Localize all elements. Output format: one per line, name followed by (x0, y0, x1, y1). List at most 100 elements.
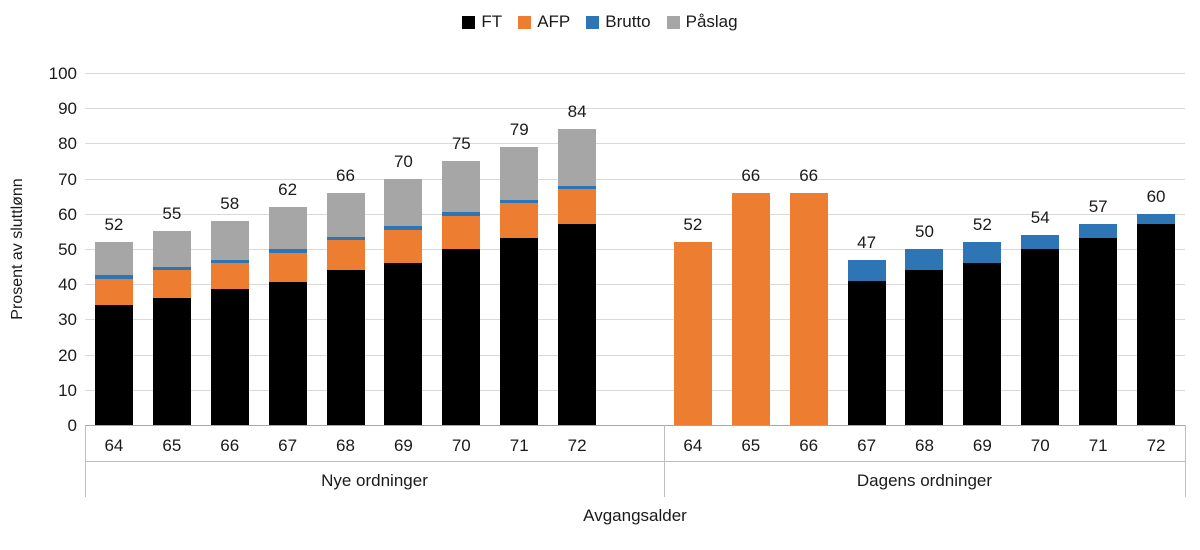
bar-total-label: 47 (857, 232, 877, 252)
y-tick-label: 70 (58, 169, 77, 189)
bar-total-label: 66 (741, 165, 761, 185)
bar-segment-afp (673, 241, 712, 425)
bar-total-label: 54 (1030, 207, 1050, 227)
bar-segment-ft (94, 305, 133, 425)
bar-segment-afp (210, 263, 249, 290)
bar-segment-brutto (558, 185, 597, 190)
bar-segment-ft (847, 280, 886, 425)
bar-total-label: 55 (162, 204, 182, 224)
x-tick-label: 64 (683, 436, 703, 455)
bar-segment-afp (152, 270, 191, 299)
bar-total-label: 52 (683, 214, 703, 234)
group-label-dagens-ordninger: Dagens ordninger (856, 471, 993, 490)
bar-segment-ft (384, 263, 423, 425)
category-axis-divider (85, 461, 1185, 462)
bar-segment-afp (558, 189, 597, 225)
x-tick-label: 66 (799, 436, 819, 455)
bar-segment-påslag (442, 161, 481, 213)
x-axis-line (85, 425, 1185, 426)
x-tick-label: 68 (336, 436, 355, 455)
bar-segment-brutto (963, 241, 1002, 264)
bar-total-label: 60 (1146, 186, 1166, 206)
bar-total-label: 84 (567, 102, 587, 122)
y-tick-label: 0 (67, 416, 77, 435)
gridline-20 (85, 354, 1185, 356)
bar-segment-brutto (210, 259, 249, 264)
legend-swatch-icon (666, 15, 680, 29)
legend: FT AFP Brutto Påslag (0, 12, 1200, 32)
bar-segment-ft (442, 249, 481, 425)
bar-segment-brutto (500, 199, 539, 204)
bar-segment-ft (1021, 249, 1060, 425)
bar-total-label: 66 (799, 165, 819, 185)
bar-total-label: 52 (104, 214, 124, 234)
bar-total-label: 66 (336, 165, 355, 185)
x-tick-label: 65 (741, 436, 761, 455)
x-tick-label: 71 (509, 436, 529, 455)
bar-segment-brutto (326, 236, 365, 241)
bar-segment-ft (905, 270, 944, 425)
bar-segment-påslag (152, 231, 191, 267)
x-tick-label: 72 (1146, 436, 1166, 455)
bar-total-label: 62 (278, 179, 298, 199)
gridline-90 (85, 108, 1185, 110)
bar-segment-påslag (558, 129, 597, 186)
legend-item-ft: FT (462, 12, 502, 32)
bar-segment-afp (500, 203, 539, 239)
x-tick-label: 70 (1030, 436, 1050, 455)
gridline-100 (85, 73, 1185, 74)
bar-segment-brutto (442, 212, 481, 216)
y-tick-label: 100 (48, 64, 77, 83)
y-tick-label: 40 (58, 275, 77, 295)
bar-segment-afp (384, 229, 423, 264)
bar-total-label: 52 (972, 214, 992, 234)
bar-segment-brutto (1079, 224, 1118, 239)
bar-segment-ft (500, 238, 539, 425)
bar-segment-ft (1079, 238, 1118, 425)
bar-segment-brutto (1137, 213, 1176, 225)
bar-segment-afp (326, 240, 365, 271)
group-separator-line (1185, 425, 1186, 497)
bar-segment-brutto (1021, 234, 1060, 249)
y-tick-label: 30 (58, 310, 77, 330)
legend-swatch-icon (462, 15, 476, 29)
bar-segment-afp (268, 252, 307, 283)
gridline-40 (85, 284, 1185, 286)
bar-segment-påslag (384, 178, 423, 227)
bar-segment-ft (268, 282, 307, 425)
legend-label: AFP (537, 12, 571, 31)
bar-segment-påslag (210, 220, 249, 260)
bar-segment-ft (963, 263, 1002, 425)
x-tick-label: 69 (972, 436, 992, 455)
bar-total-label: 57 (1088, 197, 1108, 217)
legend-label: Brutto (605, 12, 651, 31)
bar-segment-påslag (326, 192, 365, 237)
bar-total-label: 58 (220, 193, 240, 213)
x-tick-label: 70 (451, 436, 471, 455)
y-tick-label: 50 (58, 240, 77, 259)
legend-item-påslag: Påslag (666, 12, 738, 32)
bar-segment-afp (789, 192, 828, 425)
bar-total-label: 70 (393, 151, 413, 171)
y-tick-label: 10 (58, 380, 77, 400)
bar-segment-ft (326, 270, 365, 425)
y-tick-label: 90 (58, 99, 77, 119)
bar-segment-afp (442, 215, 481, 249)
x-tick-label: 67 (857, 436, 877, 455)
x-axis-title: Avgangsalder (583, 506, 687, 525)
x-tick-label: 72 (567, 436, 587, 455)
bar-segment-brutto (268, 249, 307, 253)
legend-swatch-icon (586, 15, 600, 29)
gridline-30 (85, 319, 1185, 321)
x-tick-label: 71 (1088, 436, 1108, 455)
bar-total-label: 79 (509, 119, 529, 139)
legend-swatch-icon (518, 15, 532, 29)
bar-segment-ft (1137, 224, 1176, 425)
legend-label: FT (481, 12, 503, 31)
y-tick-label: 20 (58, 345, 77, 365)
x-tick-label: 67 (278, 436, 298, 455)
x-tick-label: 64 (104, 436, 124, 455)
bar-segment-ft (558, 224, 597, 425)
bar-segment-brutto (905, 249, 944, 271)
legend-item-brutto: Brutto (586, 12, 651, 32)
